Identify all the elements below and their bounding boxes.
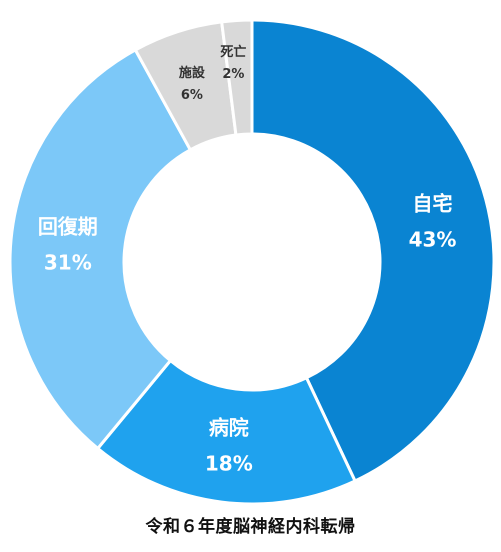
slice-label-3: 施設 [179,65,206,81]
slice-value-2: 31% [44,251,92,275]
chart-title: 令和６年度脳神経内科転帰 [145,517,356,537]
slice-1 [95,358,358,506]
slice-value-4: 2% [222,67,244,82]
slice-value-0: 43% [409,228,457,252]
slice-4 [219,18,254,137]
slice-label-1: 病院 [209,416,249,440]
donut-chart: 自宅 43% 病院 18% 回復期 31% 施設 6% 死亡 2% [8,18,496,506]
slice-2 [8,47,193,451]
slice-label-0: 自宅 [413,192,453,216]
slice-value-1: 18% [205,452,253,476]
donut-labels: 自宅 43% 病院 18% 回復期 31% 施設 6% 死亡 2% [38,44,457,476]
donut-slices [8,18,496,506]
slice-0 [250,18,496,483]
slice-label-4: 死亡 [220,44,246,60]
slice-value-3: 6% [181,88,203,103]
slice-label-2: 回復期 [38,215,98,239]
